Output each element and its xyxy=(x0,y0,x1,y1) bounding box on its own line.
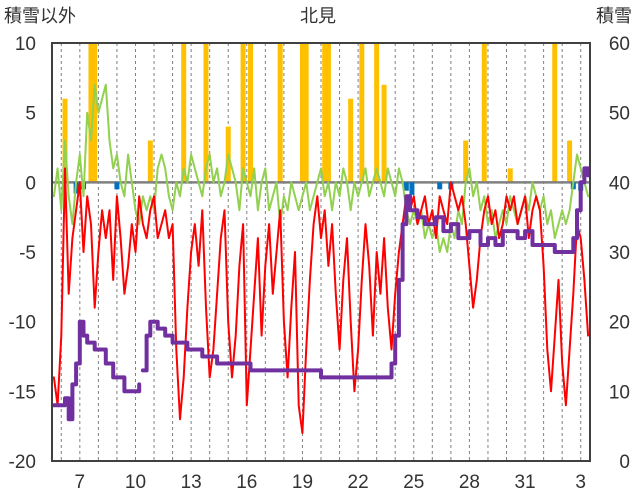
bar-mark xyxy=(114,182,120,190)
bar-mark xyxy=(181,43,187,183)
series-line xyxy=(52,83,590,253)
right-tick-label: 10 xyxy=(609,382,630,403)
bar-mark xyxy=(374,43,380,183)
plot-frame xyxy=(51,42,591,462)
bar-mark xyxy=(437,182,443,190)
bar-mark xyxy=(403,182,409,191)
x-tick-label: 3 xyxy=(575,472,586,493)
bar-mark xyxy=(240,43,246,183)
left-tick-label: -15 xyxy=(9,382,36,403)
bar-mark xyxy=(147,140,153,183)
left-axis-title: 積雪以外 xyxy=(4,6,76,27)
x-tick-label: 13 xyxy=(181,472,202,493)
green-line-series xyxy=(52,83,590,253)
bar-mark xyxy=(322,43,328,183)
x-tick-label: 7 xyxy=(75,472,86,493)
right-axis-title: 積雪 xyxy=(596,6,632,27)
x-tick-label: 25 xyxy=(403,472,424,493)
bar-mark xyxy=(381,84,387,183)
x-tick-label: 16 xyxy=(236,472,257,493)
left-axis-ticks: 10 5 0 -5 -10 -15 -20 xyxy=(9,34,36,473)
bar-mark xyxy=(88,43,94,183)
bar-mark xyxy=(248,43,254,183)
x-tick-label: 19 xyxy=(292,472,313,493)
left-tick-label: -10 xyxy=(9,313,36,334)
bar-mark xyxy=(567,140,573,183)
left-tick-label: 5 xyxy=(25,104,36,125)
bar-mark xyxy=(348,98,354,183)
x-axis-ticks: 7 10 13 16 19 22 25 28 31 3 xyxy=(75,472,586,493)
bar-mark xyxy=(303,43,309,183)
temperature-line-series xyxy=(52,167,590,435)
right-tick-label: 30 xyxy=(609,243,630,264)
bar-mark xyxy=(481,43,487,183)
bar-mark xyxy=(92,43,98,183)
x-tick-label: 22 xyxy=(348,472,369,493)
left-tick-label: 10 xyxy=(15,34,36,55)
bar-mark xyxy=(552,43,558,183)
right-axis-ticks: 60 50 40 30 20 10 0 xyxy=(609,34,630,473)
vertical-gridlines xyxy=(60,43,582,461)
snowfall-bars xyxy=(62,43,573,183)
x-tick-label: 28 xyxy=(459,472,480,493)
bar-mark xyxy=(203,43,209,183)
x-tick-label: 31 xyxy=(514,472,535,493)
series-line xyxy=(52,167,590,435)
left-tick-label: -20 xyxy=(9,452,36,473)
snow-depth-series xyxy=(51,166,591,422)
x-tick-label: 10 xyxy=(125,472,146,493)
right-tick-label: 40 xyxy=(609,173,630,194)
bar-mark xyxy=(463,140,469,183)
right-tick-label: 60 xyxy=(609,34,630,55)
right-tick-label: 50 xyxy=(609,104,630,125)
bar-mark xyxy=(277,43,283,183)
left-tick-label: 0 xyxy=(25,173,36,194)
bar-mark xyxy=(325,43,331,183)
bar-mark xyxy=(507,168,513,183)
series-line xyxy=(51,166,591,422)
bar-mark xyxy=(409,182,415,195)
bar-mark xyxy=(299,43,305,183)
left-tick-label: -5 xyxy=(19,243,36,264)
right-tick-label: 0 xyxy=(619,452,630,473)
bar-mark xyxy=(359,43,365,183)
right-tick-label: 20 xyxy=(609,313,630,334)
chart-title: 北見 xyxy=(300,6,336,27)
